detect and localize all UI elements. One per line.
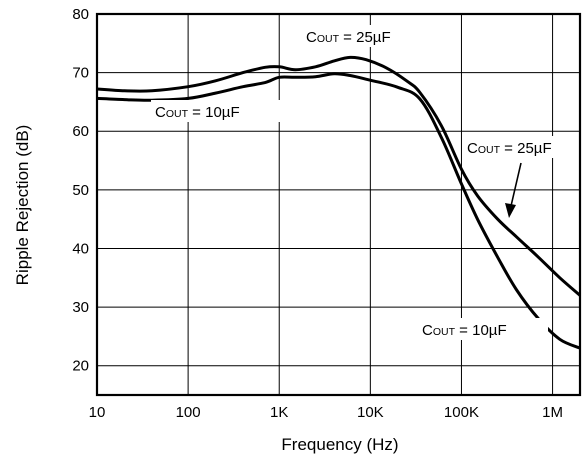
annotation-cout-25uf-right: COUT = 25µF	[463, 136, 578, 218]
y-tick-label: 50	[72, 182, 89, 199]
x-tick-label: 10K	[357, 404, 384, 421]
y-tick-label: 70	[72, 65, 89, 82]
svg-text:COUT = 10µF: COUT = 10µF	[422, 322, 507, 339]
svg-text:COUT = 25µF: COUT = 25µF	[306, 29, 391, 46]
annotation-cout-10uf-left: COUT = 10µF	[151, 100, 283, 122]
svg-text:COUT = 10µF: COUT = 10µF	[155, 104, 240, 121]
y-tick-label: 20	[72, 358, 89, 375]
x-axis-title: Frequency (Hz)	[281, 435, 398, 454]
x-tick-label: 10	[89, 404, 106, 421]
y-tick-label: 30	[72, 299, 89, 316]
y-tick-label: 60	[72, 123, 89, 140]
y-tick-labels: 20 30 40 50 60 70 80	[72, 6, 89, 375]
y-tick-label: 80	[72, 6, 89, 23]
plot-frame	[95, 12, 582, 397]
annotation-cout-25uf-top: COUT = 25µF	[303, 25, 433, 47]
x-tick-label: 100K	[444, 404, 479, 421]
x-tick-label: 1M	[542, 404, 563, 421]
series-line-0	[96, 55, 581, 297]
series-line-1	[96, 72, 581, 350]
annotation-arrowhead	[505, 203, 516, 218]
svg-text:COUT = 25µF: COUT = 25µF	[467, 140, 552, 157]
x-tick-label: 100	[176, 404, 201, 421]
x-tick-label: 1K	[270, 404, 288, 421]
x-tick-labels: 10 100 1K 10K 100K 1M	[89, 404, 563, 421]
series-curves	[96, 55, 581, 350]
y-tick-label: 40	[72, 240, 89, 257]
annotation-cout-10uf-right: COUT = 10µF	[418, 318, 548, 340]
y-axis-title: Ripple Rejection (dB)	[13, 125, 32, 286]
annotation-arrow-shaft	[510, 162, 522, 207]
